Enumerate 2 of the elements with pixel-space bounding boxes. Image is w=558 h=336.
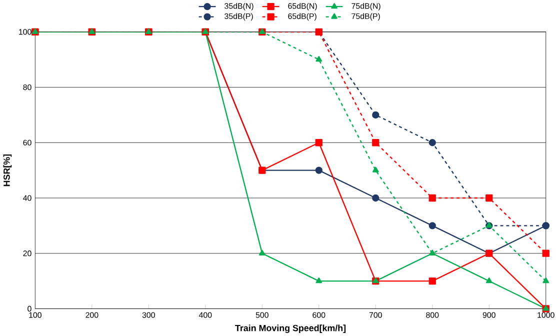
x-axis-title: Train Moving Speed[km/h] xyxy=(235,324,346,333)
y-axis-title: HSR[%] xyxy=(3,154,12,186)
